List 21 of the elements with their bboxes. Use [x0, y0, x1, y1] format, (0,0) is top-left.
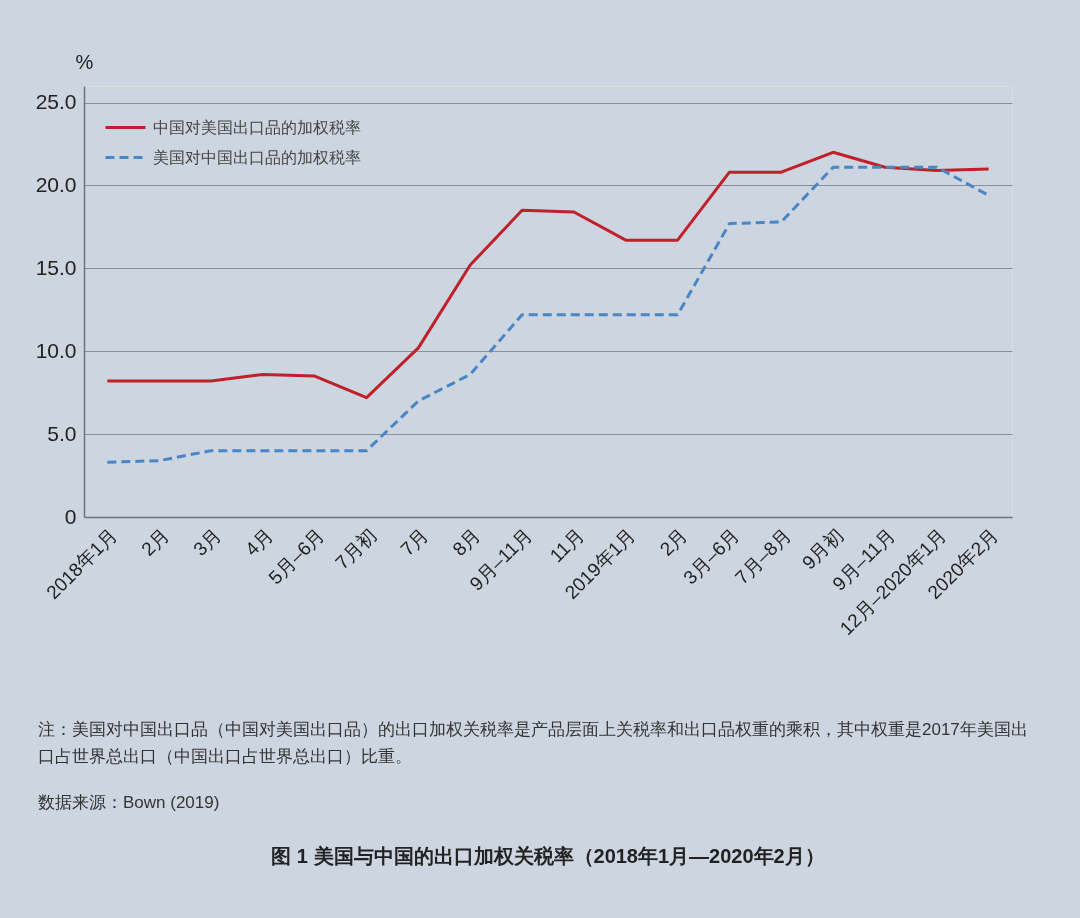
y-tick-label: 5.0	[47, 421, 77, 445]
text: 注：美国对中国出口品（中国对美国出口品）的出口加权关税率是产品层面上关税率和出口品权重的乘积，其中权重是2017年美国出口占世界总出口（中国出口占世界总出口）比重。	[38, 720, 1028, 766]
y-tick-label: 25.0	[35, 90, 77, 114]
legend-label: 中国对美国出口品的加权税率	[153, 118, 361, 136]
y-tick-label: 20.0	[35, 172, 77, 196]
x-tick-label: 2月	[655, 524, 692, 560]
y-tick-label: 10.0	[35, 338, 77, 362]
line-series	[105, 150, 991, 400]
x-tick-label: 8月	[448, 524, 485, 560]
x-tick-label: 7月	[396, 524, 433, 560]
y-tick-label: 0	[64, 504, 77, 528]
legend-label: 美国对中国出口品的加权税率	[153, 148, 361, 166]
x-tick-label: 11月	[545, 524, 588, 567]
x-tick-label: 2月	[137, 524, 174, 560]
x-tick-label: 3月	[189, 524, 225, 560]
x-tick-label: 7月初	[331, 524, 381, 574]
x-tick-label: 4月	[241, 524, 277, 560]
source-note: 数据来源：Bown (2019)	[38, 793, 220, 812]
y-axis-title: %	[75, 50, 94, 73]
text: 图 1 美国与中国的出口加权关税率（2018年1月—2020年2月）	[271, 845, 825, 867]
y-tick-label: 15.0	[35, 255, 77, 279]
